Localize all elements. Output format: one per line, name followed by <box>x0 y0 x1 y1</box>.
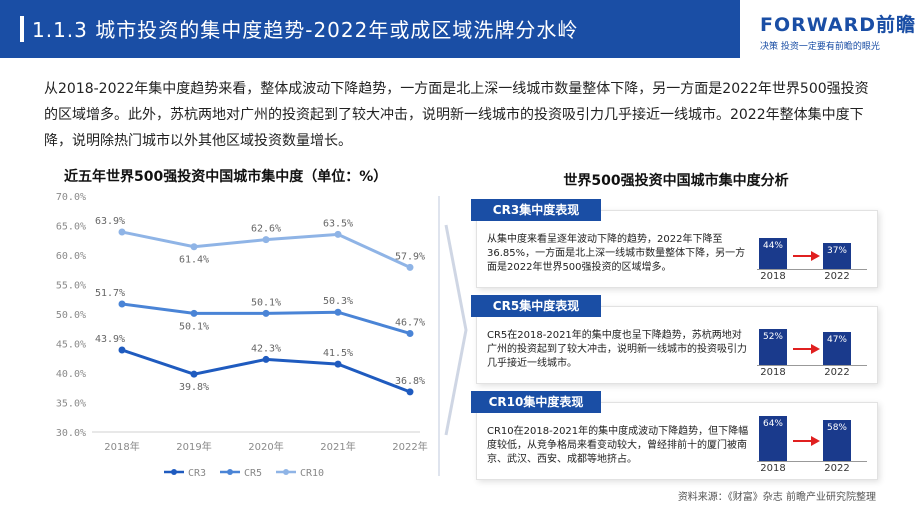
data-point <box>262 309 270 317</box>
data-label: 41.5% <box>323 348 353 359</box>
line-chart: 70.0% 65.0% 60.0% 55.0% 50.0% 45.0% 40.0% 35.0%… <box>56 192 428 479</box>
y-tick-label: 45.0% <box>56 340 86 351</box>
y-tick-label: 55.0% <box>56 281 86 292</box>
data-point <box>118 300 126 308</box>
source-note: 资料来源：《财富》杂志 前瞻产业研究院整理 <box>677 492 876 503</box>
year-2018: 2018 <box>760 463 786 474</box>
bar-2022: 47% <box>823 332 851 365</box>
mini-bar-chart: 64% 58% 2018 2022 <box>753 409 873 475</box>
mini-axis <box>757 269 867 270</box>
mini-axis <box>757 461 867 462</box>
y-tick-label: 50.0% <box>56 310 86 321</box>
card-label: CR10集中度表现 <box>471 391 601 413</box>
y-tick-label: 35.0% <box>56 399 86 410</box>
data-label: 61.4% <box>179 255 209 266</box>
mini-axis <box>757 365 867 366</box>
analysis-title: 世界500强投资中国城市集中度分析 <box>563 173 789 189</box>
analysis-card: CR5集中度表现 CR5在2018-2021年的集中度也呈下降趋势，苏杭两地对广州… <box>471 295 878 384</box>
chevron-arrows-icon <box>444 224 468 436</box>
data-point <box>334 360 342 368</box>
legend-label: CR5 <box>244 468 262 479</box>
data-label: 62.6% <box>251 224 281 235</box>
data-point <box>406 388 414 396</box>
mini-bar-chart: 52% 47% 2018 2022 <box>753 313 873 379</box>
card-label: CR5集中度表现 <box>471 295 601 317</box>
data-label: 43.9% <box>95 334 125 345</box>
x-tick-label: 2022年 <box>392 440 427 453</box>
y-tick-label: 40.0% <box>56 369 86 380</box>
data-point <box>118 228 126 236</box>
year-2018: 2018 <box>760 367 786 378</box>
bar-2022: 58% <box>823 420 851 461</box>
data-label: 63.5% <box>323 218 353 229</box>
x-tick-label: 2021年 <box>320 440 355 453</box>
data-label: 51.7% <box>95 288 125 299</box>
bar-2018: 44% <box>759 238 787 269</box>
data-point <box>334 308 342 316</box>
card-text: CR5在2018-2021年的集中度也呈下降趋势，苏杭两地对广州的投资起到了较大… <box>487 330 747 369</box>
data-point <box>190 370 198 378</box>
data-point <box>262 355 270 363</box>
data-label: 50.1% <box>251 297 281 308</box>
x-tick-label: 2018年 <box>104 440 139 453</box>
card-text: 从集中度来看呈逐年波动下降的趋势，2022年下降至36.85%，一方面是北上深一… <box>487 234 746 273</box>
y-tick-label: 65.0% <box>56 222 86 233</box>
y-tick-label: 60.0% <box>56 251 86 262</box>
legend-label: CR3 <box>188 468 206 479</box>
data-point <box>334 230 342 238</box>
data-point <box>190 243 198 251</box>
card-text: CR10在2018-2021年的集中度成波动下降趋势，但下降幅度较低，从竞争格局… <box>487 426 749 465</box>
card-label: CR3集中度表现 <box>471 199 601 221</box>
y-tick-label: 30.0% <box>56 428 86 439</box>
year-2022: 2022 <box>824 367 850 378</box>
year-2022: 2022 <box>824 271 850 282</box>
intro-paragraph: 从2018-2022年集中度趋势来看，整体成波动下降趋势，一方面是北上深一线城市… <box>44 81 869 149</box>
page-title: 1.1.3 城市投资的集中度趋势-2022年或成区域洗牌分水岭 <box>32 18 579 42</box>
analysis-card: CR10集中度表现 CR10在2018-2021年的集中度成波动下降趋势，但下降幅… <box>471 391 878 480</box>
analysis-card: CR3集中度表现从集中度来看呈逐年波动下降的趋势，2022年下降至36.85%，… <box>471 199 878 288</box>
legend-marker <box>171 469 177 475</box>
y-tick-label: 70.0% <box>56 192 86 203</box>
brand-logo: FORWARD前瞻 决策 投资一定要有前瞻的眼光 <box>760 10 916 52</box>
bar-2018: 64% <box>759 416 787 461</box>
logo-text: FORWARD前瞻 <box>760 14 916 36</box>
data-label: 50.3% <box>323 296 353 307</box>
bar-2018: 52% <box>759 328 787 365</box>
legend-marker <box>227 469 233 475</box>
data-label: 42.3% <box>251 343 281 354</box>
data-label: 39.8% <box>179 382 209 393</box>
data-label: 46.7% <box>395 317 425 328</box>
legend-marker <box>283 469 289 475</box>
x-tick-label: 2019年 <box>176 440 211 453</box>
logo-tagline: 决策 投资一定要有前瞻的眼光 <box>760 42 880 52</box>
title-accent <box>20 16 24 42</box>
arrow-right-icon <box>793 343 820 354</box>
mini-bar-chart: 44% 37% 2018 2022 <box>753 217 873 283</box>
data-point <box>262 236 270 244</box>
data-label: 63.9% <box>95 216 125 227</box>
title-bar: 1.1.3 城市投资的集中度趋势-2022年或成区域洗牌分水岭 <box>0 0 740 58</box>
data-label: 36.8% <box>395 376 425 387</box>
data-label: 50.1% <box>179 321 209 332</box>
year-2022: 2022 <box>824 463 850 474</box>
arrow-right-icon <box>793 435 820 446</box>
chart-title: 近五年世界500强投资中国城市集中度（单位：%） <box>64 169 388 185</box>
data-point <box>118 346 126 354</box>
x-tick-label: 2020年 <box>248 440 283 453</box>
data-label: 57.9% <box>395 251 425 262</box>
data-point <box>406 263 414 271</box>
data-point <box>190 309 198 317</box>
arrow-right-icon <box>793 251 820 262</box>
legend-label: CR10 <box>300 468 324 479</box>
data-point <box>406 329 414 337</box>
bar-2022: 37% <box>823 243 851 269</box>
section-divider <box>438 196 440 476</box>
header: 1.1.3 城市投资的集中度趋势-2022年或成区域洗牌分水岭 FORWARD前… <box>0 0 920 58</box>
year-2018: 2018 <box>760 271 786 282</box>
